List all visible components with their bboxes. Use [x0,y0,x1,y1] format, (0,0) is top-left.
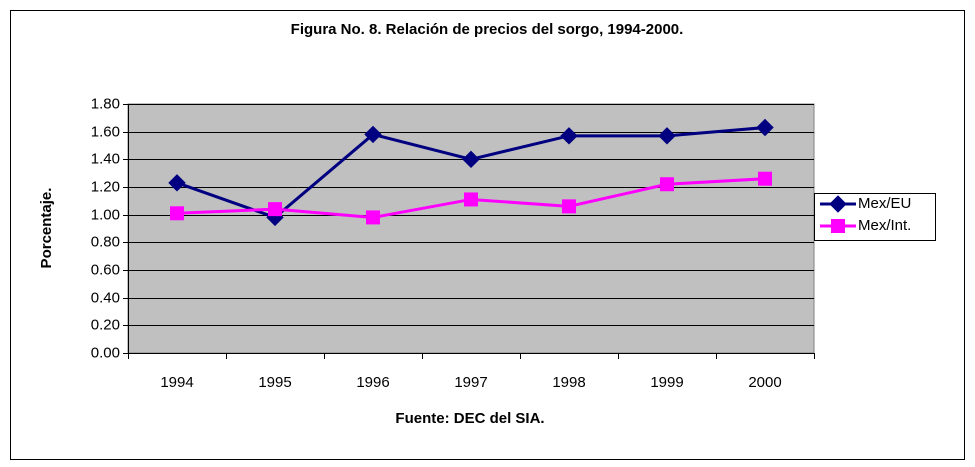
data-point [756,118,774,137]
y-tick-label: 0.60 [91,261,120,278]
data-point [658,127,676,145]
x-tick-label: 1999 [650,374,683,391]
y-axis-label: Porcentaje. [38,188,55,269]
y-tick-label: 1.00 [91,206,120,223]
y-tick-label: 0.40 [91,289,120,306]
x-axis-label: Fuente: DEC del SIA. [395,410,544,427]
data-point [562,199,576,214]
data-point [462,150,480,169]
data-point [758,171,772,186]
y-tick-label: 1.80 [91,95,120,112]
x-tick-label: 1995 [258,374,291,391]
x-tick-label: 1994 [160,374,193,391]
legend-marker [829,195,847,213]
data-point [364,125,382,144]
x-tick-label: 1997 [454,374,487,391]
x-tick-label: 1998 [552,374,585,391]
y-tick-label: 0.20 [91,316,120,333]
data-point [366,210,380,225]
y-tick-label: 1.40 [91,150,120,167]
data-point [660,177,674,192]
data-point [464,192,478,207]
y-tick-label: 1.20 [91,178,120,195]
data-point [268,202,282,217]
plot-area [127,103,815,354]
data-point [560,127,578,145]
legend-label: Mex/Int. [858,217,911,234]
chart-title: Figura No. 8. Relación de precios del so… [291,21,684,38]
legend-label: Mex/EU [858,195,911,212]
data-point [170,206,184,221]
y-tick-label: 0.00 [91,344,120,361]
y-tick-label: 1.60 [91,123,120,140]
x-tick-label: 1996 [356,374,389,391]
legend-marker [831,219,845,233]
data-point [168,174,186,192]
y-tick-label: 0.80 [91,233,120,250]
x-tick-label: 2000 [748,374,781,391]
